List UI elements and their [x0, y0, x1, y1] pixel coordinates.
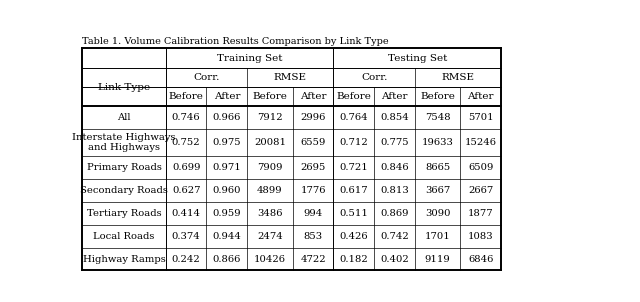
Text: Link Type: Link Type	[98, 83, 150, 92]
Text: Corr.: Corr.	[193, 73, 220, 82]
Text: 3486: 3486	[257, 209, 283, 218]
Text: 0.699: 0.699	[172, 163, 200, 172]
Text: All: All	[117, 113, 131, 122]
Text: 1877: 1877	[468, 209, 493, 218]
Text: 6509: 6509	[468, 163, 493, 172]
Text: 0.971: 0.971	[212, 163, 241, 172]
Text: 4899: 4899	[257, 186, 283, 195]
Text: 6559: 6559	[300, 138, 326, 147]
Text: Testing Set: Testing Set	[388, 54, 447, 63]
Text: 0.960: 0.960	[212, 186, 241, 195]
Text: 2695: 2695	[300, 163, 326, 172]
Text: 0.414: 0.414	[172, 209, 201, 218]
Text: Local Roads: Local Roads	[93, 232, 155, 241]
Text: 0.944: 0.944	[212, 232, 241, 241]
Text: 0.869: 0.869	[380, 209, 409, 218]
Text: 15246: 15246	[465, 138, 497, 147]
Text: Interstate Highways
and Highways: Interstate Highways and Highways	[72, 133, 176, 153]
Text: 994: 994	[303, 209, 323, 218]
Text: 0.746: 0.746	[172, 113, 200, 122]
Text: 1776: 1776	[300, 186, 326, 195]
Text: 0.426: 0.426	[339, 232, 368, 241]
Text: 0.627: 0.627	[172, 186, 200, 195]
Text: Secondary Roads: Secondary Roads	[80, 186, 168, 195]
Text: 0.742: 0.742	[380, 232, 409, 241]
Text: RMSE: RMSE	[274, 73, 307, 82]
Text: 0.752: 0.752	[172, 138, 200, 147]
Text: After: After	[300, 92, 326, 101]
Text: 0.374: 0.374	[172, 232, 200, 241]
Text: 0.846: 0.846	[380, 163, 409, 172]
Text: 0.242: 0.242	[172, 255, 200, 264]
Text: 0.617: 0.617	[339, 186, 368, 195]
Text: Primary Roads: Primary Roads	[86, 163, 161, 172]
Text: 0.854: 0.854	[380, 113, 409, 122]
Text: Tertiary Roads: Tertiary Roads	[87, 209, 161, 218]
Text: 0.975: 0.975	[212, 138, 241, 147]
Text: 0.966: 0.966	[212, 113, 241, 122]
Text: 2474: 2474	[257, 232, 283, 241]
Text: 3090: 3090	[425, 209, 451, 218]
Text: 19633: 19633	[422, 138, 454, 147]
Text: After: After	[467, 92, 494, 101]
Text: 0.866: 0.866	[212, 255, 241, 264]
Text: 0.182: 0.182	[339, 255, 368, 264]
Text: Before: Before	[420, 92, 455, 101]
Text: 0.511: 0.511	[339, 209, 368, 218]
Text: 1083: 1083	[468, 232, 493, 241]
Text: 5701: 5701	[468, 113, 493, 122]
Text: Training Set: Training Set	[217, 54, 282, 63]
Text: 0.764: 0.764	[339, 113, 368, 122]
Text: 853: 853	[303, 232, 323, 241]
Text: RMSE: RMSE	[442, 73, 474, 82]
Text: Before: Before	[253, 92, 287, 101]
Text: Before: Before	[169, 92, 204, 101]
Text: Before: Before	[337, 92, 371, 101]
Text: Corr.: Corr.	[361, 73, 387, 82]
Text: 2996: 2996	[300, 113, 326, 122]
Text: Highway Ramps: Highway Ramps	[83, 255, 166, 264]
Text: 0.712: 0.712	[339, 138, 368, 147]
Text: 0.721: 0.721	[339, 163, 368, 172]
Text: 7909: 7909	[257, 163, 283, 172]
Text: 0.402: 0.402	[380, 255, 409, 264]
Text: 0.959: 0.959	[212, 209, 241, 218]
Text: 7548: 7548	[425, 113, 451, 122]
Text: 4722: 4722	[300, 255, 326, 264]
Text: 10426: 10426	[254, 255, 286, 264]
Text: 1701: 1701	[425, 232, 451, 241]
Text: 20081: 20081	[254, 138, 286, 147]
Text: 0.775: 0.775	[380, 138, 409, 147]
Text: 0.813: 0.813	[380, 186, 409, 195]
Text: 6846: 6846	[468, 255, 493, 264]
Text: Table 1. Volume Calibration Results Comparison by Link Type: Table 1. Volume Calibration Results Comp…	[83, 37, 389, 46]
Text: After: After	[214, 92, 240, 101]
Text: 3667: 3667	[425, 186, 451, 195]
Text: After: After	[381, 92, 408, 101]
Text: 9119: 9119	[425, 255, 451, 264]
Text: 8665: 8665	[425, 163, 451, 172]
Text: 2667: 2667	[468, 186, 493, 195]
Text: 7912: 7912	[257, 113, 283, 122]
